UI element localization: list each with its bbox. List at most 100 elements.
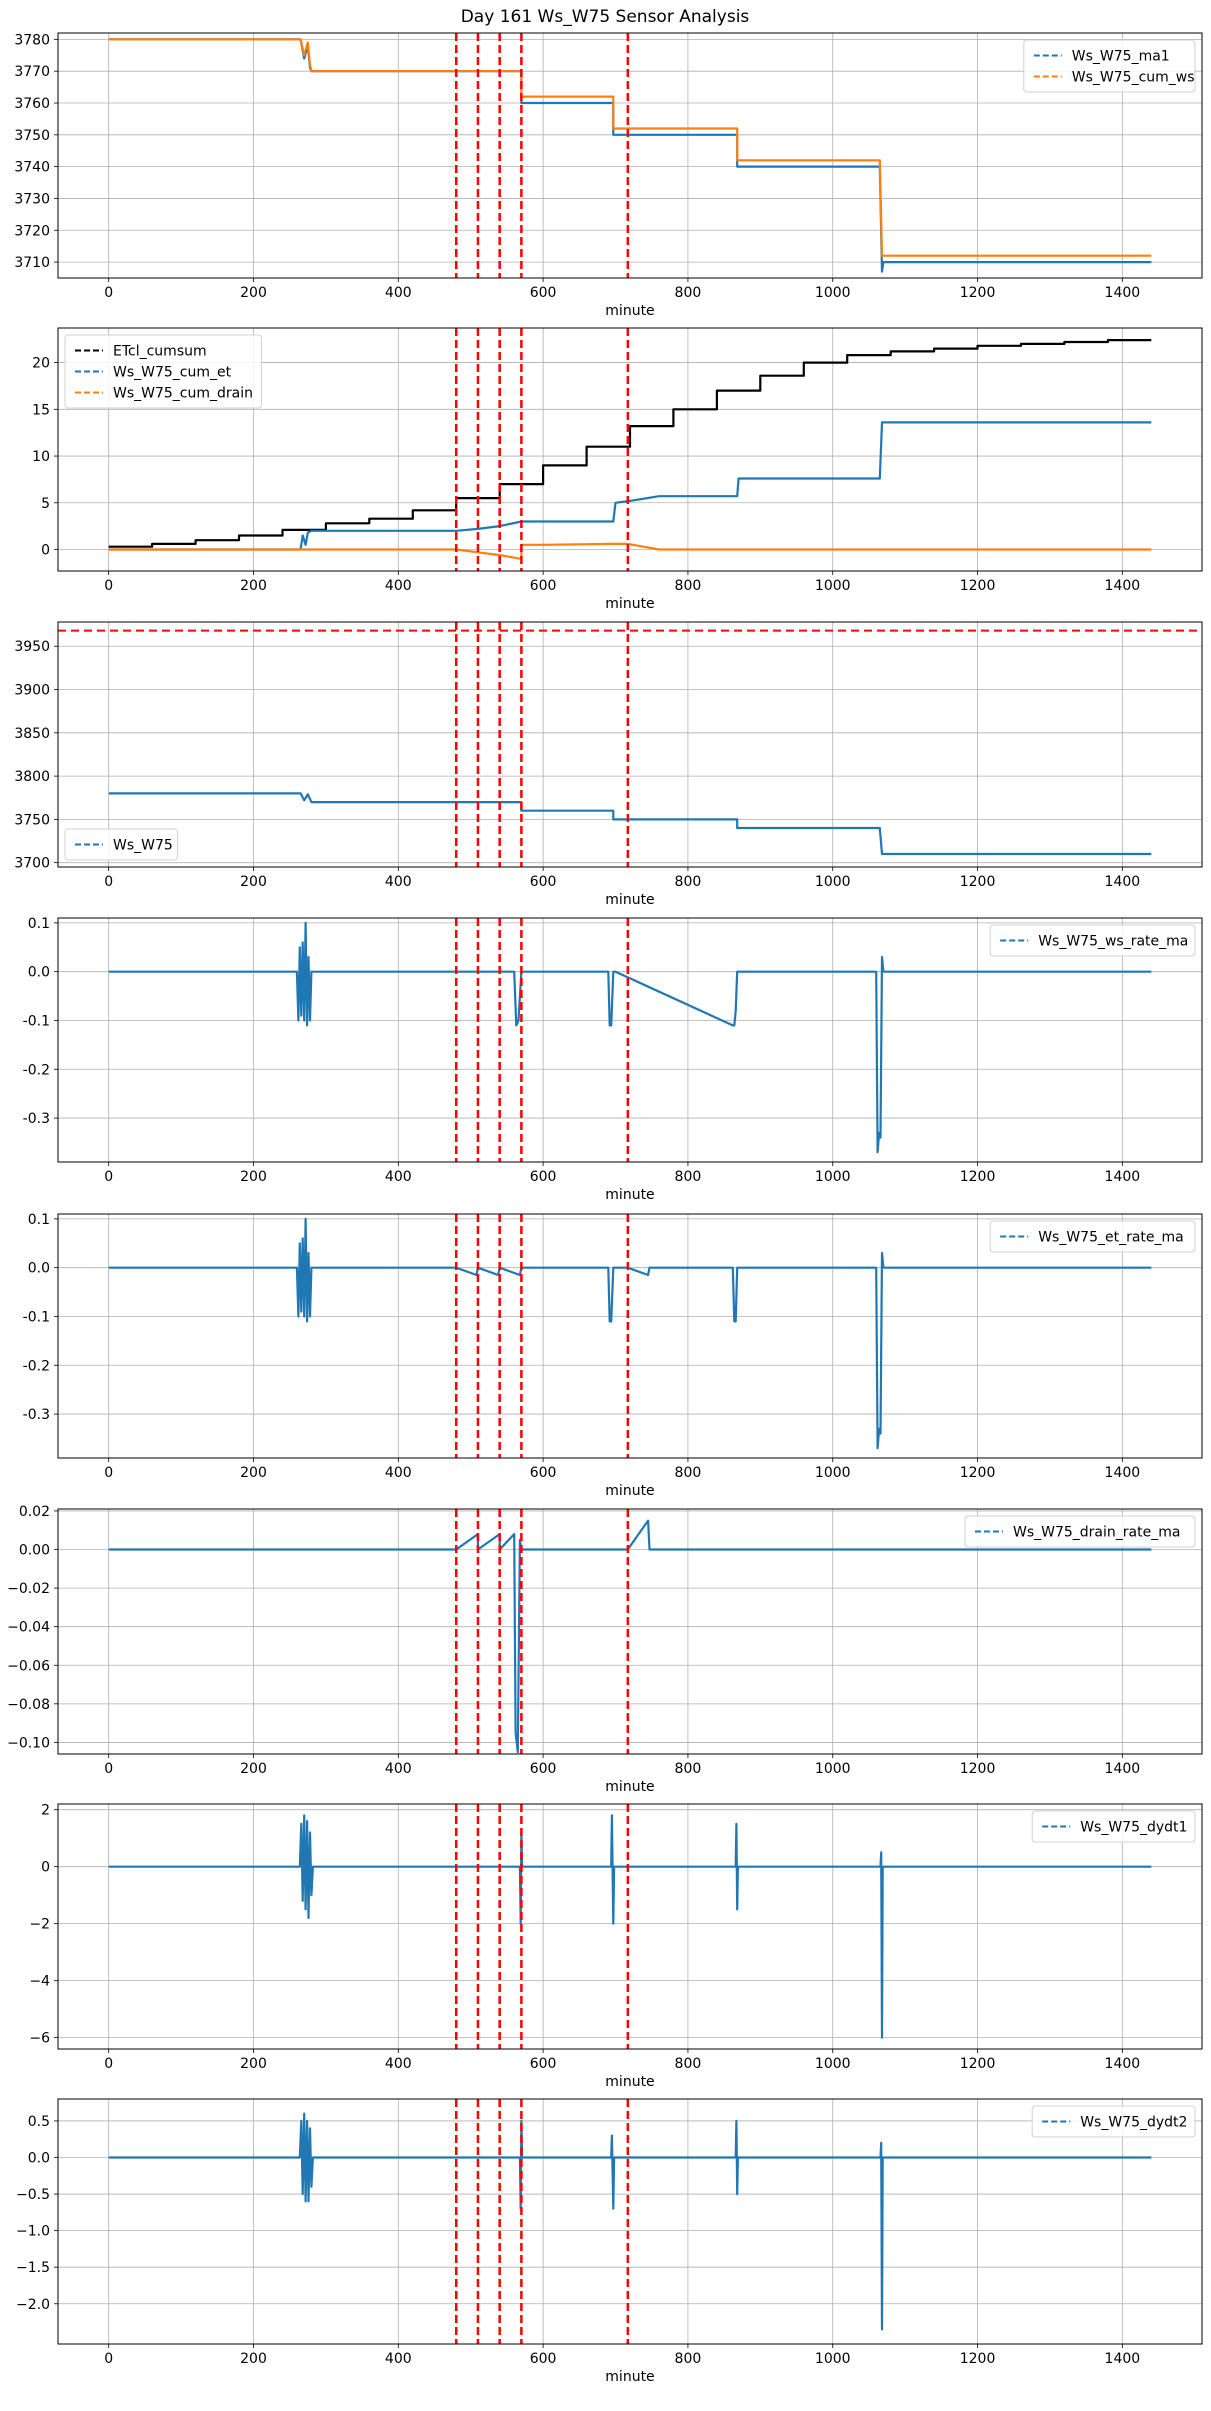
x-tick-label: 600: [530, 1465, 557, 1481]
x-tick-label: 800: [675, 2351, 702, 2367]
legend-label: Ws_W75_ma1: [1072, 49, 1170, 65]
y-tick-label: −2.0: [16, 2297, 50, 2313]
axes-frame: [57, 621, 1203, 868]
legend-label: Ws_W75_cum_ws: [1072, 70, 1195, 86]
x-axis-label: minute: [605, 303, 654, 319]
axes-frame: [57, 2098, 1203, 2345]
subplot-5: 0 200 400 600 800 1000 1200 1400 0.1 0.0 -0.1 -0.2 -…: [23, 1212, 1203, 1499]
x-tick-label: 1400: [1105, 1169, 1141, 1185]
x-axis-label: minute: [605, 1779, 654, 1795]
plot-area: [108, 2099, 1152, 2344]
y-tick-label: −0.02: [7, 1581, 50, 1597]
x-tick-label: 1200: [960, 2351, 996, 2367]
legend-box: [1031, 1810, 1196, 1843]
x-tick-label: 0: [104, 874, 113, 890]
subplot-7: 0 200 400 600 800 1000 1200 1400 2 0 −2 −4 −6 minute W…: [29, 1803, 1203, 2090]
y-tick-label: −0.06: [7, 1658, 50, 1674]
x-tick-label: 1000: [815, 1465, 851, 1481]
x-tick-label: 200: [240, 285, 267, 301]
x-tick-label: 400: [385, 1465, 412, 1481]
series-line-Ws_W75_cum_et: [108, 421, 1152, 551]
y-tick-label: 0.0: [28, 1261, 50, 1277]
y-tick-label: -0.3: [23, 1407, 50, 1423]
legend-box: [1023, 39, 1196, 93]
series-line-Ws_W75_ma1: [108, 38, 1152, 273]
x-tick-label: 800: [675, 285, 702, 301]
y-tick-label: 3850: [14, 726, 50, 742]
figure-title: Day 161 Ws_W75 Sensor Analysis: [461, 7, 750, 27]
x-axis-label: minute: [605, 2369, 654, 2385]
y-tick-label: 3770: [14, 64, 50, 80]
x-tick-label: 200: [240, 1169, 267, 1185]
x-tick-label: 1000: [815, 1169, 851, 1185]
x-tick-label: 1000: [815, 285, 851, 301]
legend: Ws_W75_ws_rate_ma: [989, 924, 1196, 957]
x-tick-label: 0: [104, 2351, 113, 2367]
axes-frame: [57, 32, 1203, 279]
x-tick-label: 600: [530, 1761, 557, 1777]
series-line-Ws_W75_drain_rate_ma: [108, 1519, 1152, 1754]
x-tick-label: 1400: [1105, 2351, 1141, 2367]
y-tick-label: −2: [29, 1917, 50, 1933]
x-tick-label: 1200: [960, 1465, 996, 1481]
subplot-8: 0 200 400 600 800 1000 1200 1400 0.5 0.0 −0.5 −1.0 −…: [16, 2098, 1203, 2385]
y-tick-label: 0.0: [28, 965, 50, 981]
legend: Ws_W75_drain_rate_ma: [964, 1515, 1196, 1548]
y-tick-label: 3950: [14, 639, 50, 655]
x-tick-label: 400: [385, 1761, 412, 1777]
x-tick-label: 1000: [815, 1761, 851, 1777]
x-axis-label: minute: [605, 596, 654, 612]
x-tick-label: 200: [240, 578, 267, 594]
x-tick-label: 200: [240, 874, 267, 890]
y-tick-label: 20: [32, 356, 50, 372]
axes-frame: [57, 917, 1203, 1163]
y-tick-label: 3750: [14, 812, 50, 828]
plot-area: [58, 622, 1202, 867]
axes-frame: [57, 1213, 1203, 1459]
y-tick-label: −0.04: [7, 1620, 50, 1636]
x-tick-label: 1400: [1105, 285, 1141, 301]
axes-frame: [57, 1803, 1203, 2050]
axes-frame: [57, 327, 1203, 572]
x-tick-label: 400: [385, 2056, 412, 2072]
x-tick-label: 400: [385, 2351, 412, 2367]
subplot-6: 0 200 400 600 800 1000 1200 1400 0.02 0.00 −0.02 −0…: [7, 1504, 1203, 1795]
x-tick-label: 0: [104, 578, 113, 594]
legend: Ws_W75_dydt2: [1031, 2105, 1196, 2138]
y-tick-label: 0.0: [28, 2151, 50, 2167]
x-tick-label: 1000: [815, 2056, 851, 2072]
legend-label: ETcl_cumsum: [113, 344, 207, 360]
y-tick-label: 3750: [14, 128, 50, 144]
x-tick-label: 0: [104, 285, 113, 301]
x-tick-label: 600: [530, 874, 557, 890]
x-tick-label: 800: [675, 578, 702, 594]
series-line-Ws_W75_cum_ws: [108, 38, 1152, 257]
y-tick-label: 0.5: [28, 2114, 50, 2130]
series-line-Ws_W75_ws_rate_ma: [108, 921, 1152, 1154]
legend: Ws_W75: [64, 828, 178, 861]
y-tick-label: 15: [32, 402, 50, 418]
legend-label: Ws_W75_cum_drain: [113, 386, 253, 402]
y-tick-label: −0.5: [16, 2187, 50, 2203]
legend-label: Ws_W75_ws_rate_ma: [1038, 934, 1188, 950]
x-tick-label: 600: [530, 578, 557, 594]
y-tick-label: 3720: [14, 223, 50, 239]
subplot-4: 0 200 400 600 800 1000 1200 1400 0.1 0.0 -0.1 -0.2 -…: [23, 916, 1203, 1203]
y-tick-label: 3800: [14, 769, 50, 785]
legend-label: Ws_W75_cum_et: [113, 365, 232, 381]
series-line-Ws_W75_dydt1: [108, 1814, 1152, 2039]
x-tick-label: 1400: [1105, 1761, 1141, 1777]
plot-area: [108, 328, 1152, 571]
x-tick-label: 200: [240, 1761, 267, 1777]
legend-box: [989, 924, 1196, 957]
x-tick-label: 600: [530, 285, 557, 301]
x-tick-label: 800: [675, 1169, 702, 1185]
series-line-Ws_W75: [108, 792, 1152, 856]
y-tick-label: −0.08: [7, 1697, 50, 1713]
x-axis-label: minute: [605, 892, 654, 908]
series-line-Ws_W75_dydt2: [108, 2112, 1152, 2331]
x-tick-label: 400: [385, 285, 412, 301]
legend: ETcl_cumsum Ws_W75_cum_et Ws_W75_cum_drain: [64, 334, 262, 409]
x-tick-label: 1200: [960, 874, 996, 890]
x-tick-label: 400: [385, 1169, 412, 1185]
